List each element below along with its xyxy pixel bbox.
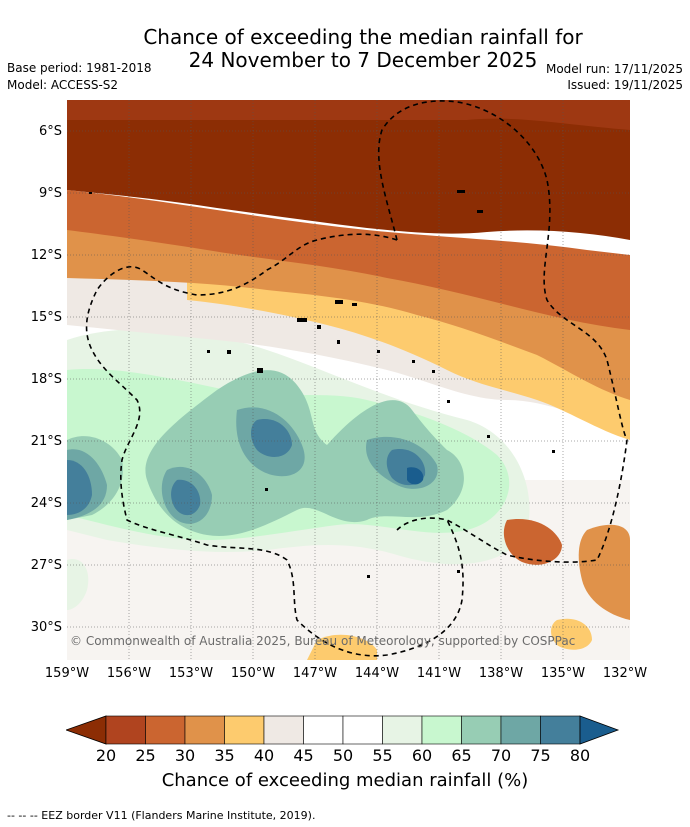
lat-label: 9°S: [38, 186, 62, 201]
lon-label: 135°W: [540, 666, 586, 681]
blue-core-4: [67, 460, 92, 515]
colorbar-tick-label: 80: [569, 746, 591, 765]
lon-label: 153°W: [168, 666, 214, 681]
colorbar-cell: [105, 715, 146, 745]
colorbar-cell: [224, 715, 265, 745]
base-period: Base period: 1981-2018: [7, 61, 152, 75]
rainfall-map-svg: [67, 100, 630, 660]
island-specks: [89, 190, 555, 578]
gridlines: [67, 100, 630, 660]
colorbar-tick-label: 20: [95, 746, 117, 765]
teal-green-zone: [145, 370, 464, 536]
colorbar-cell: [303, 715, 344, 745]
eez-legend-note: -- -- -- EEZ border V11 (Flanders Marine…: [7, 809, 316, 822]
se-yellow-patch: [551, 618, 592, 650]
colorbar-arrow-high: [579, 715, 620, 745]
sw-green-patch: [67, 559, 89, 610]
lat-label: 24°S: [30, 496, 62, 511]
lon-label: 156°W: [106, 666, 152, 681]
lon-label: 141°W: [416, 666, 462, 681]
colorbar-tick-label: 45: [293, 746, 314, 765]
colorbar-cell: [421, 715, 462, 745]
blue-core-1: [251, 419, 292, 457]
colorbar-tick-label: 65: [451, 746, 472, 765]
blue-core-3: [407, 467, 424, 485]
lon-label: 144°W: [354, 666, 400, 681]
brown-top-strip: [67, 100, 630, 130]
colorbar-cell: [382, 715, 423, 745]
lat-label: 27°S: [30, 558, 62, 573]
map-title-line2: 24 November to 7 December 2025: [188, 48, 538, 72]
dark-brown-zone: [67, 100, 630, 240]
colorbar-cell: [540, 715, 581, 745]
lat-label: 15°S: [30, 310, 62, 325]
colorbar-cell: [263, 715, 304, 745]
colorbar-cell: [184, 715, 225, 745]
lon-label: 147°W: [292, 666, 338, 681]
rainfall-map: [67, 100, 630, 660]
lon-label: 159°W: [44, 666, 90, 681]
copyright-notice: © Commonwealth of Australia 2025, Bureau…: [70, 634, 576, 648]
lat-label: 6°S: [38, 124, 62, 139]
colorbar-tick-label: 30: [174, 746, 196, 765]
lon-label: 150°W: [230, 666, 276, 681]
blue-core-5: [171, 479, 201, 516]
lat-label: 30°S: [30, 620, 62, 635]
colorbar-tick-label: 50: [332, 746, 354, 765]
east-orange-patch: [578, 524, 630, 620]
colorbar: [66, 715, 620, 745]
colorbar-tick-label: 60: [411, 746, 433, 765]
colorbar-tick-label: 40: [253, 746, 275, 765]
colorbar-title: Chance of exceeding median rainfall (%): [161, 770, 529, 791]
lon-label: 138°W: [478, 666, 524, 681]
colorbar-tick-label: 25: [135, 746, 156, 765]
colorbar-tick-label: 55: [372, 746, 393, 765]
colorbar-tick-label: 70: [490, 746, 512, 765]
colorbar-cell: [145, 715, 186, 745]
orange-band: [67, 190, 630, 330]
lat-label: 18°S: [30, 372, 62, 387]
model-name: Model: ACCESS-S2: [7, 78, 119, 92]
lat-label: 12°S: [30, 248, 62, 263]
colorbar-arrow-low: [66, 715, 107, 745]
colorbar-cell: [342, 715, 383, 745]
colorbar-cell: [500, 715, 541, 745]
lon-label: 132°W: [602, 666, 648, 681]
colorbar-tick-label: 35: [214, 746, 235, 765]
map-title-line1: Chance of exceeding the median rainfall …: [143, 25, 583, 49]
issued-date: Issued: 19/11/2025: [567, 78, 683, 92]
colorbar-cell: [461, 715, 502, 745]
eez-borders: [85, 100, 628, 657]
se-orange-patch: [503, 519, 562, 565]
model-run: Model run: 17/11/2025: [545, 62, 683, 76]
colorbar-tick-label: 75: [530, 746, 551, 765]
lat-label: 21°S: [30, 434, 62, 449]
